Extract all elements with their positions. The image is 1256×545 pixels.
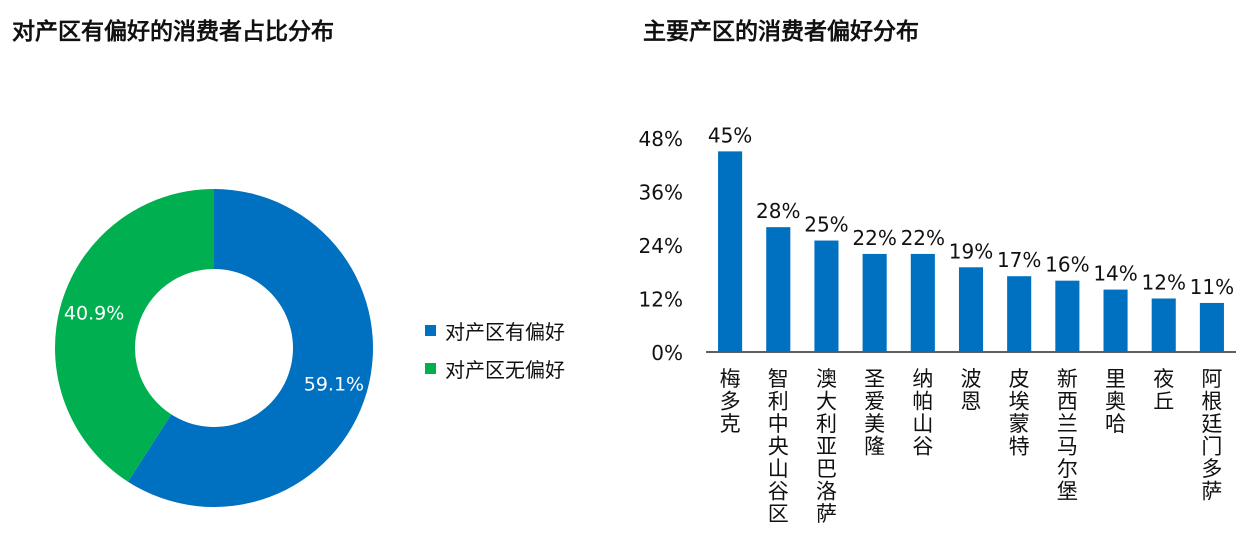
bar-5: [958, 267, 984, 352]
bar-value-label-2: 25%: [804, 213, 848, 237]
x-tick-label-10: 阿根廷门多萨: [1201, 367, 1222, 504]
x-tick-label-6: 皮埃蒙特: [1009, 367, 1030, 459]
legend-item-no-preference: 对产区无偏好: [425, 356, 565, 382]
bar-value-label-5: 19%: [949, 239, 993, 263]
legend-label-no-preference: 对产区无偏好: [445, 357, 565, 382]
x-tick-label-4: 纳帕山谷: [912, 367, 933, 459]
bar-7: [1055, 280, 1080, 352]
bar-4: [910, 253, 935, 352]
legend-label-preference: 对产区有偏好: [445, 319, 565, 344]
x-tick-label-9: 夜丘: [1153, 367, 1174, 414]
x-tick-label-0: 梅多克: [720, 367, 741, 436]
y-tick-label-4: 48%: [639, 127, 683, 151]
x-tick-label-2: 澳大利亚巴洛萨: [816, 367, 837, 526]
y-tick-label-3: 36%: [639, 181, 683, 205]
bar-value-label-8: 14%: [1093, 262, 1137, 286]
x-tick-label-1: 智利中央山谷区: [768, 367, 789, 526]
donut-legend: 对产区有偏好 对产区无偏好: [425, 318, 565, 394]
bar-value-label-9: 12%: [1142, 271, 1186, 295]
y-tick-label-0: 0%: [651, 341, 683, 365]
legend-swatch-blue: [425, 324, 436, 336]
x-tick-label-7: 新西兰马尔堡: [1057, 367, 1078, 504]
bar-value-label-4: 22%: [901, 226, 945, 250]
bar-value-label-0: 45%: [708, 123, 752, 147]
bar-8: [1103, 289, 1128, 352]
bar-2: [814, 240, 839, 352]
bar-chart-title: 主要产区的消费者偏好分布: [643, 19, 919, 45]
bar-chart: 0% 12% 24% 36% 48% 45% 梅多克 28% 智利中央山谷区 25% 澳大利亚巴洛萨…: [639, 123, 1236, 526]
donut-slice-0: [127, 189, 373, 507]
bar-10: [1199, 302, 1224, 352]
bar-3: [862, 253, 887, 352]
bar-0: [718, 151, 743, 352]
donut-slice-label-1: 40.9%: [64, 303, 124, 325]
x-tick-label-5: 波恩: [961, 367, 982, 414]
bar-value-label-6: 17%: [997, 248, 1041, 272]
bar-1: [766, 227, 791, 352]
bar-9: [1151, 298, 1176, 352]
legend-item-preference: 对产区有偏好: [425, 318, 565, 344]
donut-chart: 59.1% 40.9%: [55, 189, 373, 507]
bar-value-label-7: 16%: [1045, 253, 1089, 277]
bar-6: [1007, 276, 1032, 352]
legend-swatch-green: [425, 362, 436, 374]
y-tick-label-2: 24%: [639, 234, 683, 258]
bar-value-label-1: 28%: [756, 199, 800, 223]
x-tick-label-3: 圣爱美隆: [864, 367, 885, 459]
x-tick-label-8: 里奥哈: [1105, 367, 1126, 436]
bar-value-label-10: 11%: [1190, 275, 1234, 299]
donut-chart-title: 对产区有偏好的消费者占比分布: [12, 19, 334, 45]
bar-value-label-3: 22%: [852, 226, 896, 250]
y-tick-label-1: 12%: [639, 288, 683, 312]
donut-slice-1: [55, 189, 214, 482]
donut-slice-label-0: 59.1%: [304, 373, 364, 395]
